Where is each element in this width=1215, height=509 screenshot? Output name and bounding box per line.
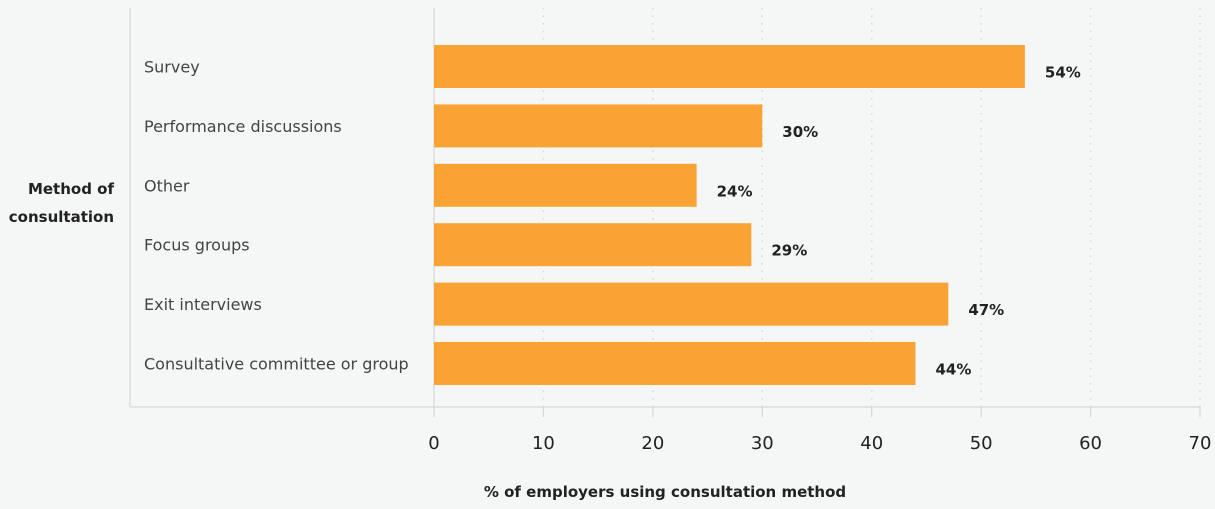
bar — [434, 342, 916, 385]
x-tick-label: 50 — [970, 433, 993, 454]
bar — [434, 282, 949, 326]
y-axis-label-line-2: consultation — [9, 208, 114, 226]
data-label: 30% — [782, 123, 818, 141]
bar — [434, 163, 697, 207]
x-tick-label: 60 — [1079, 433, 1102, 454]
data-label: 44% — [935, 361, 971, 379]
value-labels: 54% 30% 24% 29% 47% 44% — [717, 64, 1081, 379]
bar — [434, 104, 763, 148]
bars — [434, 45, 1025, 385]
data-label: 24% — [717, 182, 753, 200]
category-label: Consultative committee or group — [144, 355, 409, 374]
data-label: 29% — [771, 242, 807, 260]
x-tick-label: 40 — [860, 433, 883, 454]
x-tick-label: 70 — [1189, 433, 1212, 454]
y-axis-label-line-1: Method of — [28, 180, 115, 198]
bar — [434, 223, 752, 267]
category-label: Other — [144, 176, 190, 195]
category-label: Performance discussions — [144, 117, 342, 136]
data-label: 47% — [968, 301, 1004, 319]
x-tick-label: 20 — [641, 433, 664, 454]
x-axis-ticks: 0 10 20 30 40 50 60 70 — [428, 407, 1211, 454]
category-label: Focus groups — [144, 236, 250, 255]
x-tick-label: 10 — [532, 433, 555, 454]
x-axis-label: % of employers using consultation method — [484, 483, 846, 501]
data-label: 54% — [1045, 64, 1081, 82]
bar — [434, 45, 1025, 88]
category-label: Survey — [144, 58, 200, 77]
category-label: Exit interviews — [144, 295, 262, 314]
x-tick-label: 0 — [428, 433, 439, 454]
category-labels: Survey Performance discussions Other Focus … — [144, 58, 409, 374]
x-tick-label: 30 — [751, 433, 774, 454]
